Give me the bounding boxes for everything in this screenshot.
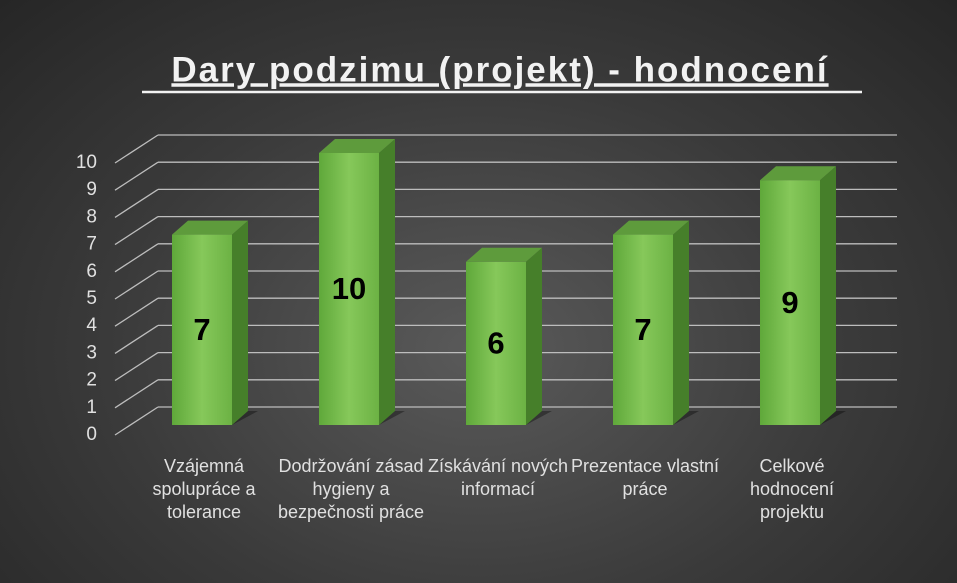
y-tick-label: 0 — [86, 424, 97, 445]
bar-top — [172, 220, 248, 235]
bar-top — [760, 166, 836, 181]
bar — [319, 153, 379, 425]
bar — [172, 234, 232, 425]
x-tick-label: Dodržování zásad hygieny a bezpečnosti p… — [277, 456, 425, 522]
bar-side — [526, 247, 542, 425]
bar-top — [613, 220, 689, 235]
x-tick-label: Vzájemná spolupráce a tolerance — [152, 456, 256, 522]
bar-side — [820, 166, 836, 425]
grid-line — [114, 297, 159, 327]
y-tick-label: 8 — [86, 206, 97, 227]
data-label: 10 — [332, 271, 366, 306]
data-label: 9 — [781, 285, 798, 320]
y-tick-label: 6 — [86, 261, 97, 282]
bar — [613, 234, 673, 425]
y-tick-label: 5 — [86, 288, 97, 309]
grid-line — [114, 270, 159, 300]
y-tick-label: 7 — [86, 234, 97, 255]
x-tick-label: Získávání nových informací — [427, 456, 569, 499]
grid-line — [114, 161, 159, 191]
bar-top — [319, 139, 395, 153]
chart-title: Dary podzimu (projekt) - hodnocení — [171, 50, 828, 89]
y-tick-label: 9 — [86, 179, 97, 200]
y-tick-label: 2 — [86, 370, 97, 391]
y-tick-label: 10 — [76, 152, 97, 173]
bar-side — [673, 220, 689, 425]
grid-line — [114, 352, 159, 382]
data-label: 7 — [634, 312, 651, 347]
grid-line — [114, 324, 159, 354]
data-label: 7 — [193, 312, 210, 347]
y-tick-label: 1 — [86, 397, 97, 418]
data-label: 6 — [487, 326, 504, 361]
grid-line — [114, 243, 159, 273]
grid-line — [114, 406, 159, 436]
grid-line — [114, 379, 159, 409]
y-tick-label: 3 — [86, 342, 97, 363]
grid-line — [114, 188, 159, 218]
grid-line — [114, 216, 159, 246]
y-tick-label: 4 — [86, 315, 97, 336]
grid-line — [114, 134, 159, 164]
bar — [466, 261, 526, 425]
x-tick-label: Prezentace vlastní práce — [570, 456, 720, 499]
x-tick-label: Celkové hodnocení projektu — [749, 456, 835, 522]
bar-side — [232, 220, 248, 425]
bar-side — [379, 139, 395, 425]
bar — [760, 180, 820, 425]
bar-top — [466, 247, 542, 262]
